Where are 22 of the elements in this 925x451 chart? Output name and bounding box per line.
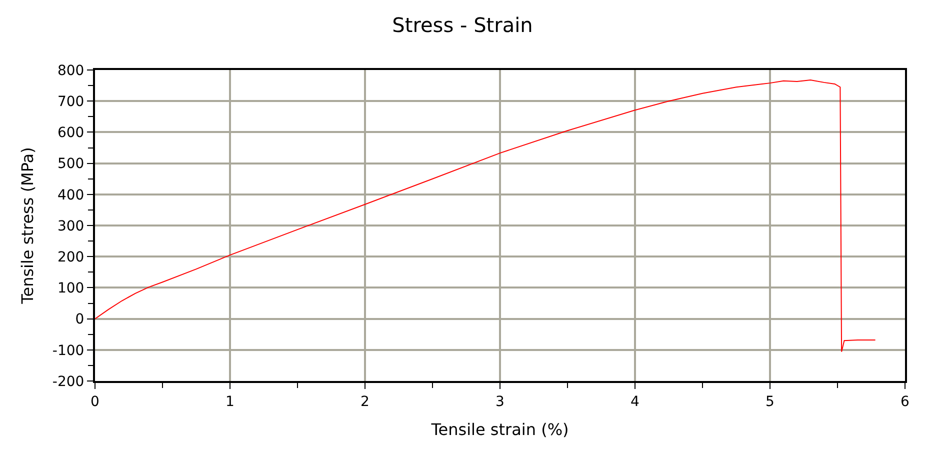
y-tick-label: 100 bbox=[57, 280, 84, 297]
x-tick-label: 0 bbox=[90, 394, 100, 410]
y-tick-label: -200 bbox=[52, 374, 84, 390]
x-tick-label: 4 bbox=[630, 394, 640, 410]
y-tick-label: 700 bbox=[57, 94, 84, 110]
x-tick-label: 6 bbox=[900, 394, 910, 410]
y-tick-label: 500 bbox=[57, 156, 84, 172]
x-axis-title: Tensile strain (%) bbox=[430, 420, 569, 439]
x-tick-label: 1 bbox=[226, 394, 234, 410]
x-tick-label: 3 bbox=[496, 394, 504, 410]
x-tick-label: 5 bbox=[766, 394, 774, 410]
line-series bbox=[95, 79, 876, 352]
y-tick-label: -100 bbox=[52, 342, 84, 359]
y-tick-label: 300 bbox=[57, 218, 84, 234]
chart-title: Stress - Strain bbox=[392, 13, 533, 38]
y-tick-label: 800 bbox=[57, 62, 84, 79]
y-axis-title: Tensile stress (MPa) bbox=[18, 147, 37, 305]
y-tick-label: 0 bbox=[75, 312, 84, 328]
y-tick-label: 400 bbox=[57, 187, 84, 204]
x-tick-label: 2 bbox=[360, 394, 370, 410]
y-tick-label: 200 bbox=[57, 250, 84, 266]
y-tick-label: 600 bbox=[57, 125, 84, 142]
